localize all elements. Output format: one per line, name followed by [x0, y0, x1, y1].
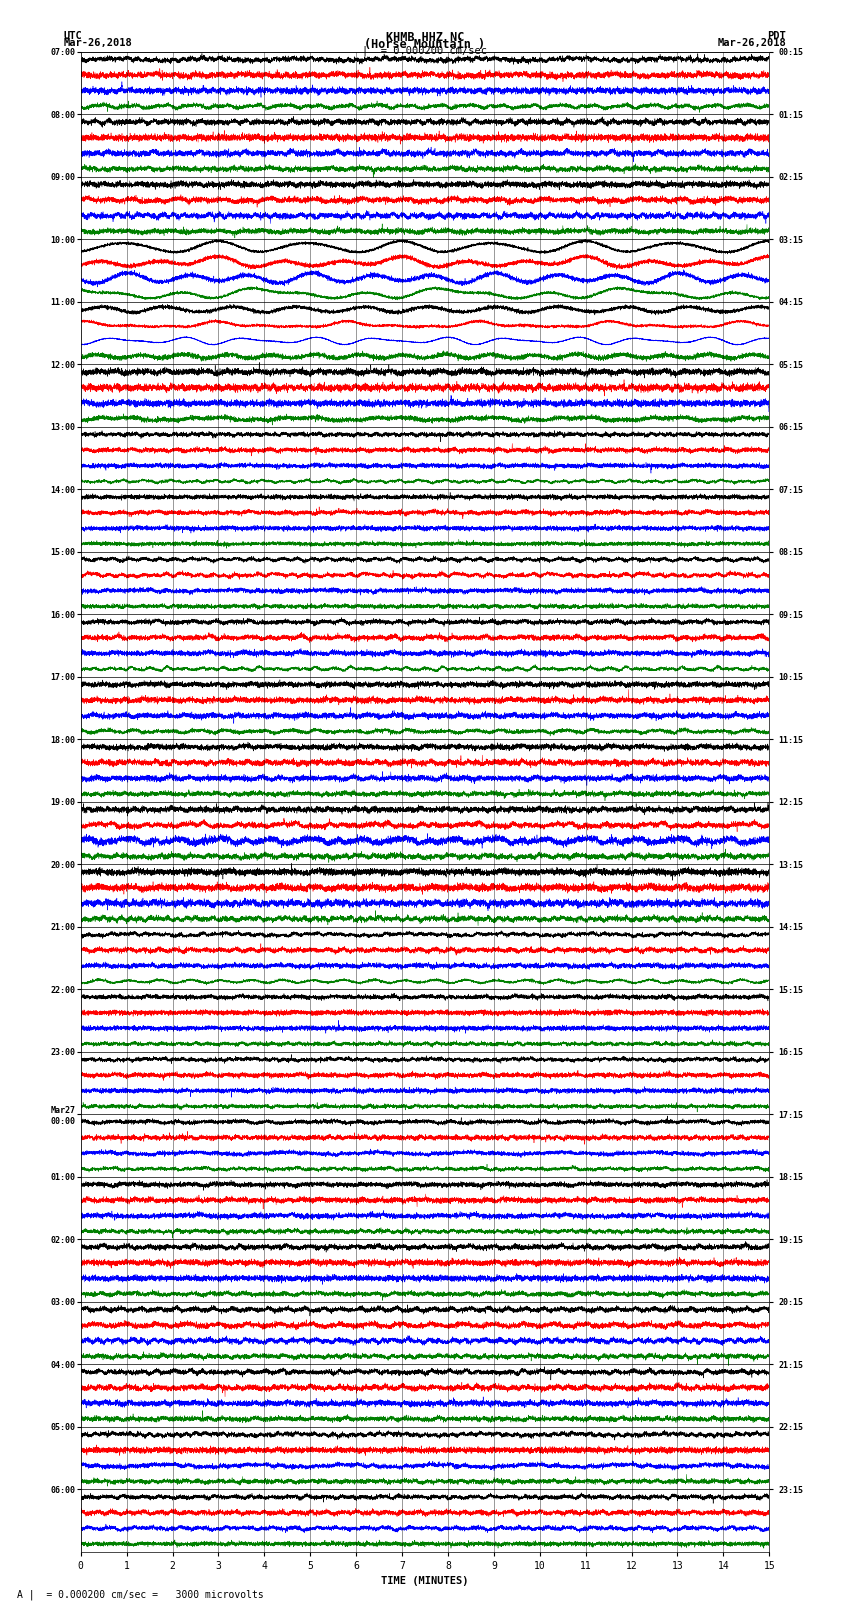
Text: PDT: PDT — [768, 31, 786, 42]
Text: UTC: UTC — [64, 31, 82, 42]
Text: A |  = 0.000200 cm/sec =   3000 microvolts: A | = 0.000200 cm/sec = 3000 microvolts — [17, 1589, 264, 1600]
Text: Mar-26,2018: Mar-26,2018 — [717, 39, 786, 48]
Text: (Horse Mountain ): (Horse Mountain ) — [365, 39, 485, 52]
Text: |  = 0.000200 cm/sec: | = 0.000200 cm/sec — [362, 45, 488, 56]
Text: KHMB HHZ NC: KHMB HHZ NC — [386, 31, 464, 45]
Text: Mar-26,2018: Mar-26,2018 — [64, 39, 133, 48]
X-axis label: TIME (MINUTES): TIME (MINUTES) — [382, 1576, 468, 1586]
